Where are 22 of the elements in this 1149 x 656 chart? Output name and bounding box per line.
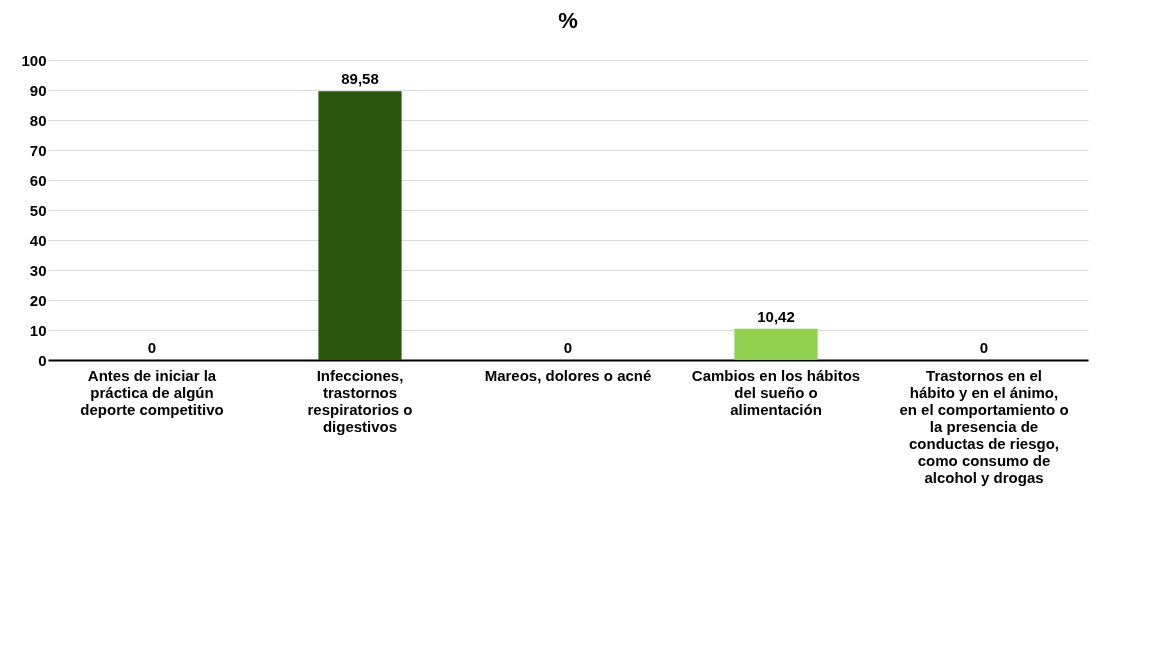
y-tick-label: 70 [29,141,47,159]
data-label: 10,42 [757,307,795,325]
y-tick-label: 90 [29,81,47,99]
x-tick-label: Infecciones, trastornos respiratorios o digestivos [307,366,413,435]
y-tick-label: 10 [29,321,47,339]
y-tick-label: 80 [29,111,47,129]
x-tick-label: Antes de iniciar la práctica de algún deporte competitivo [80,366,224,418]
data-label: 0 [147,339,157,356]
y-tick-label: 60 [29,171,47,189]
data-label: 0 [979,339,989,356]
y-tick-label: 50 [29,201,47,219]
data-label: 89,58 [341,70,379,88]
y-tick-label: 40 [29,231,47,249]
y-tick-label: 20 [29,291,47,309]
data-label: 0 [563,339,573,356]
y-tick-label: 100 [21,51,47,69]
x-tick-label: Mareos, dolores o acné [484,366,652,384]
x-tick-label: Trastornos en el hábito y en el ánimo, en el comportamiento o la presencia de conductas de riesgo, como consumo de alcohol y drogas [899,366,1069,486]
chart-title: % [558,8,578,33]
y-tick-label: 0 [38,351,47,369]
y-tick-label: 30 [29,261,47,279]
x-tick-label: Cambios en los hábitos del sueño o alimentación [691,366,861,418]
